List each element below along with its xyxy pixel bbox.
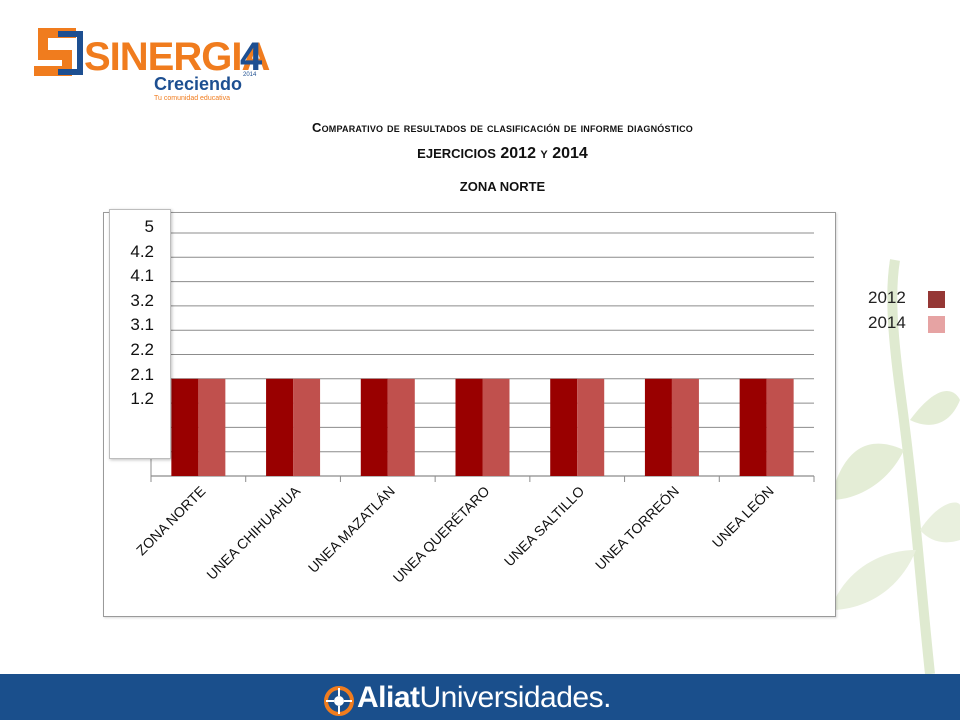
y-value-label: 2.2 — [130, 340, 154, 359]
bar-2014 — [482, 378, 510, 476]
y-values-box: 5 4.2 4.1 3.2 3.1 2.2 2.1 1.2 — [109, 209, 171, 459]
x-category-label: UNEA LEÓN — [709, 483, 777, 551]
chart-title: Comparativo de resultados de clasificaci… — [311, 120, 693, 135]
plant-decoration-icon — [830, 259, 960, 674]
y-value-label: 5 — [144, 217, 154, 236]
legend-swatch — [928, 316, 945, 333]
bar-2014 — [766, 378, 794, 476]
chart-subtitle: ejercicios 2012 y 2014 — [417, 145, 588, 162]
bar-2012 — [360, 378, 388, 476]
y-value-label: 4.1 — [130, 266, 154, 286]
footer-brand: AliatUniversidades. — [357, 681, 611, 714]
x-category-label: UNEA TORREÓN — [592, 483, 682, 573]
svg-text:4: 4 — [240, 35, 263, 79]
footer-bar — [0, 674, 960, 720]
x-category-label: ZONA NORTE — [133, 483, 208, 558]
sinergia-logo: SINERGIA 4 2014 Creciendo Tu comunidad e… — [34, 28, 270, 102]
svg-text:2014: 2014 — [243, 72, 257, 78]
bar-2012 — [550, 378, 578, 476]
y-value-label: 3.1 — [130, 315, 154, 335]
x-category-label: UNEA CHIHUAHUA — [203, 482, 303, 582]
svg-text:Creciendo: Creciendo — [154, 74, 242, 94]
x-category-label: UNEA QUERÉTARO — [390, 483, 493, 586]
bar-2012 — [644, 378, 672, 476]
bar-2014 — [671, 378, 699, 476]
svg-text:Tu comunidad educativa: Tu comunidad educativa — [154, 95, 230, 102]
svg-text:SINERGIA: SINERGIA — [84, 35, 269, 79]
x-category-label: UNEA MAZATLÁN — [305, 483, 398, 576]
aliat-logo-icon — [324, 686, 354, 716]
bar-2012 — [171, 378, 199, 476]
legend-label: 2012 — [868, 288, 906, 307]
legend-label: 2014 — [868, 313, 906, 332]
y-value-label: 2.1 — [130, 364, 154, 384]
bar-2012 — [266, 378, 294, 476]
y-value-label: 3.2 — [130, 290, 154, 310]
bar-2014 — [387, 378, 415, 476]
bar-2014 — [293, 378, 321, 476]
bar-2014 — [198, 378, 226, 476]
bar-2012 — [455, 378, 483, 476]
bar-2012 — [739, 378, 767, 476]
y-value-label: 4.2 — [130, 241, 154, 261]
bar-2014 — [577, 378, 605, 476]
y-value-label: 1.2 — [130, 389, 154, 409]
legend-swatch — [928, 291, 945, 308]
x-category-label: UNEA SALTILLO — [501, 483, 588, 570]
zone-title: ZONA NORTE — [459, 179, 546, 194]
